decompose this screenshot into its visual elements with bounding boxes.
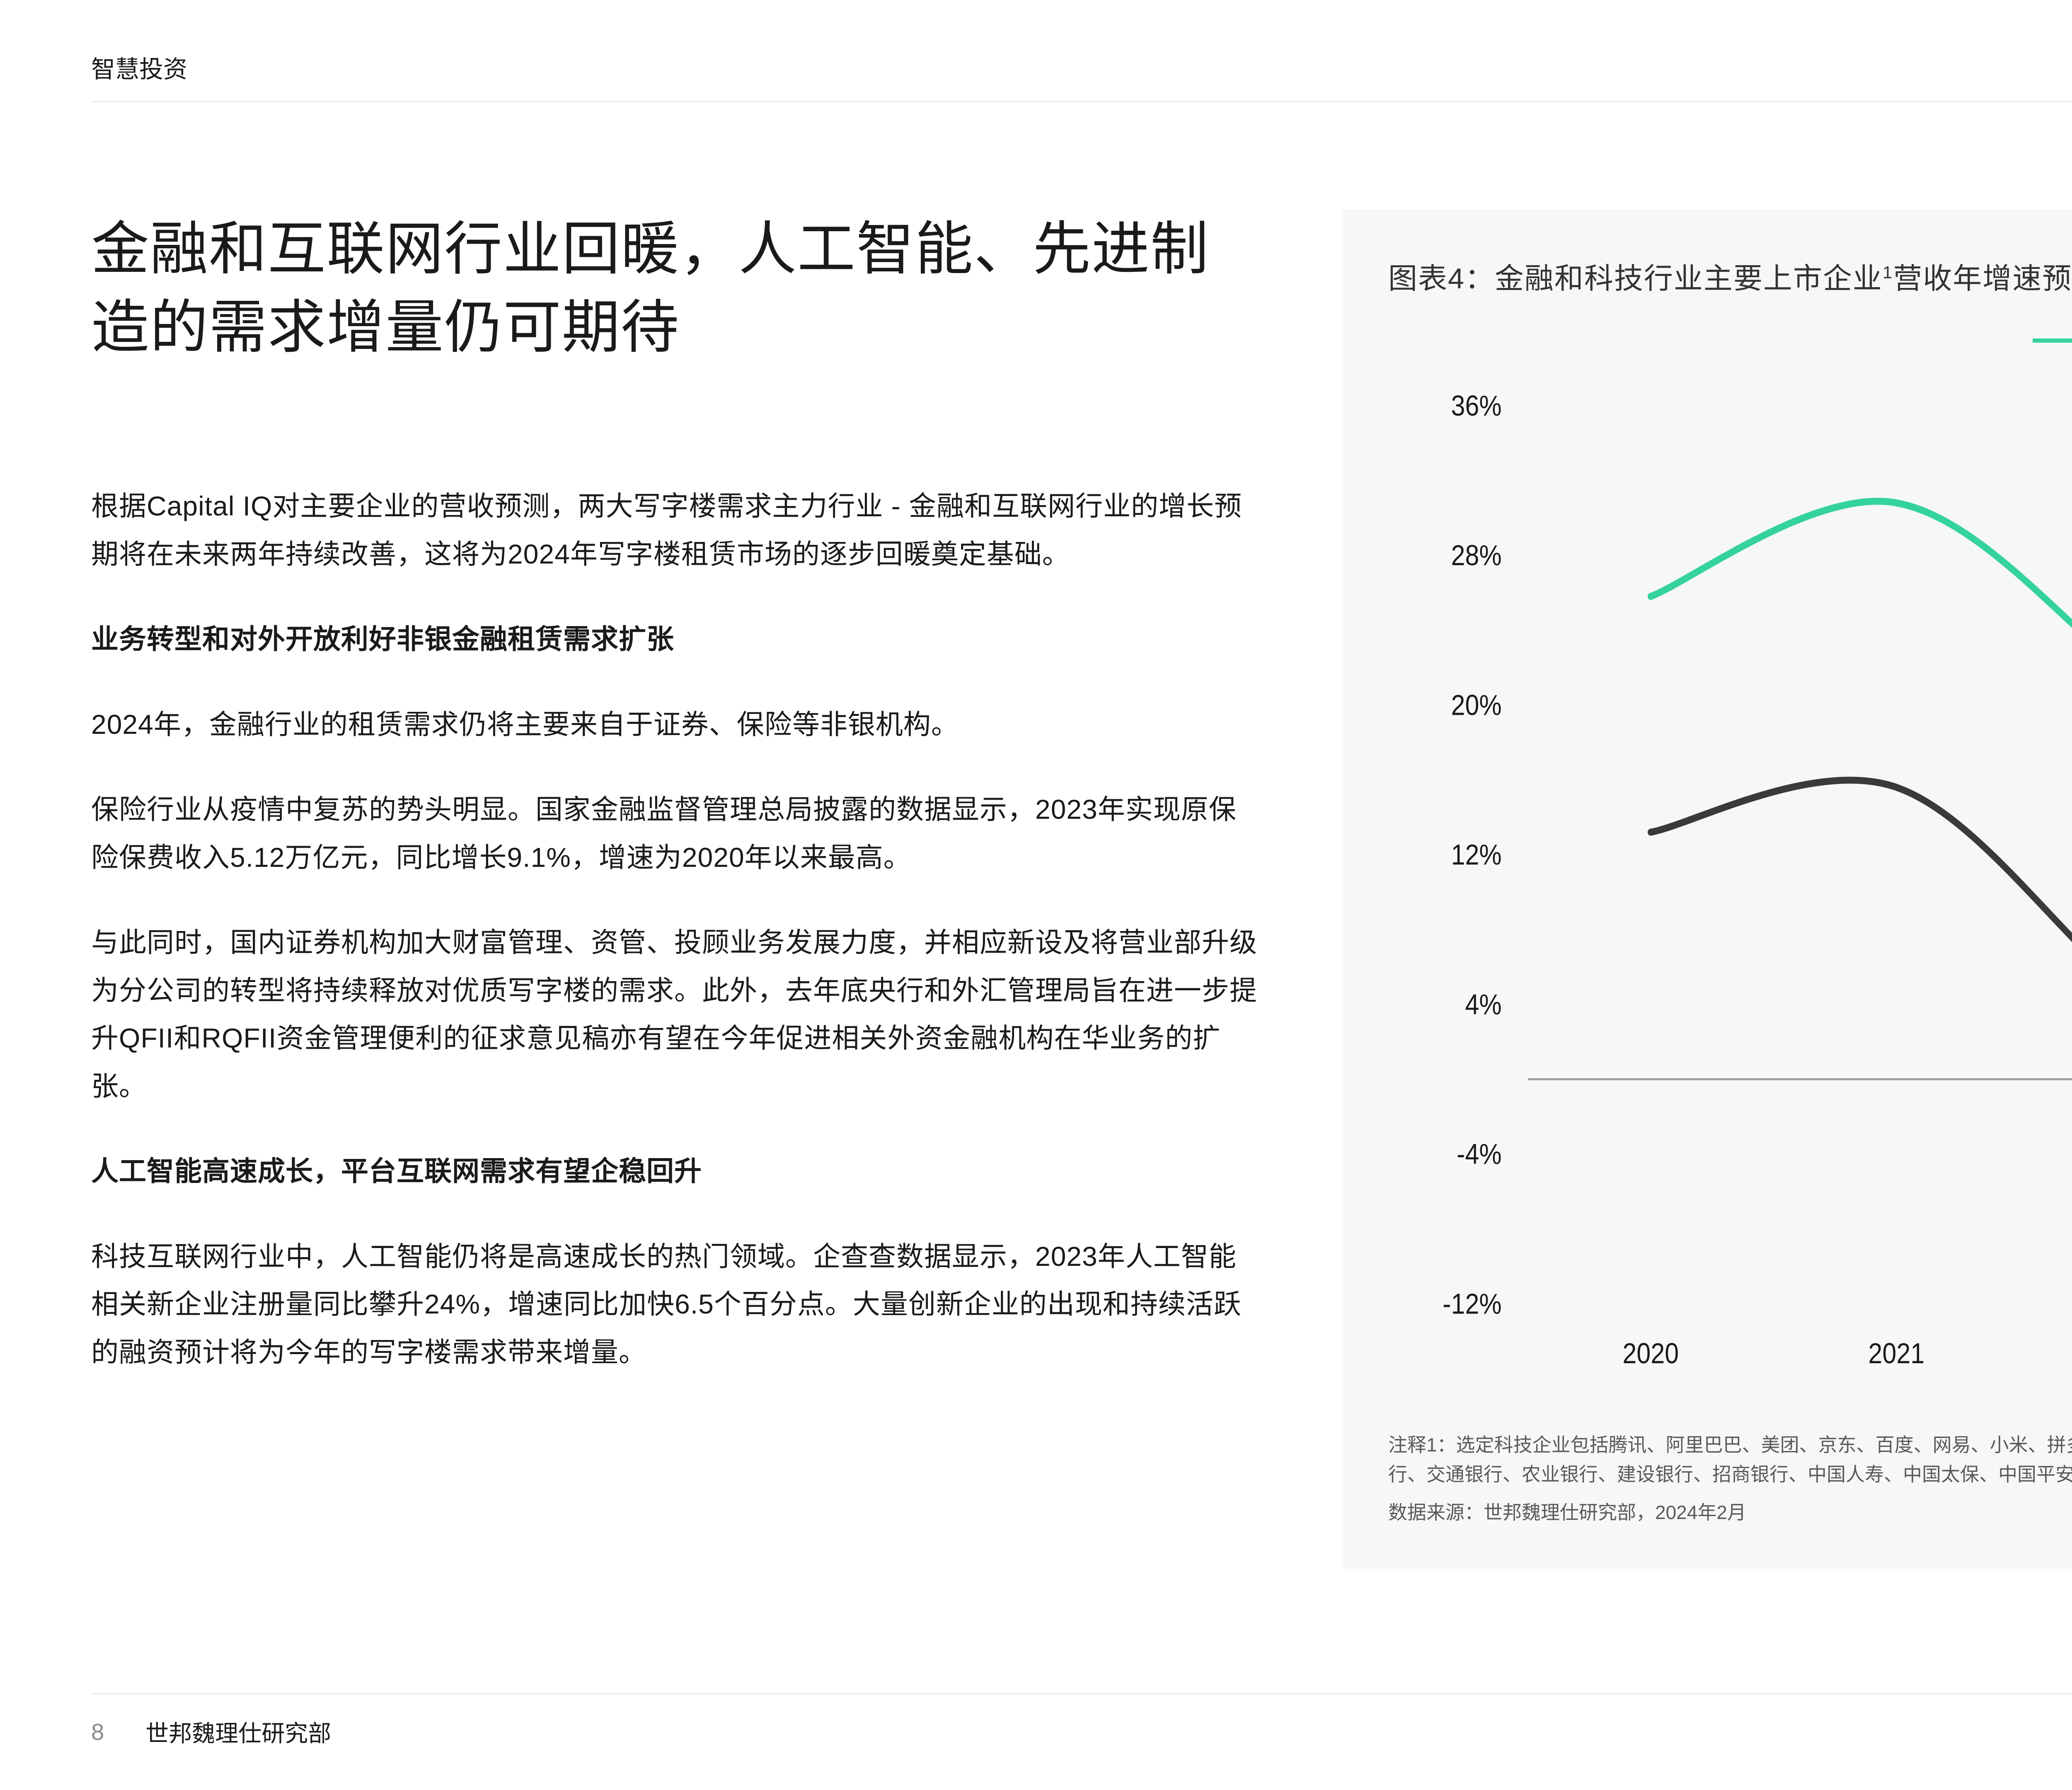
svg-text:2021: 2021 xyxy=(1868,1338,1924,1370)
svg-text:20%: 20% xyxy=(1451,689,1502,721)
paragraph-5: 科技互联网行业中，人工智能仍将是高速成长的热门领域。企查查数据显示，2023年人… xyxy=(91,1233,1260,1376)
chart-legend: 科技互联网 金融 xyxy=(1388,322,2072,359)
chart-title: 图表4：金融和科技行业主要上市企业1营收年增速预测 xyxy=(1388,255,2072,297)
left-column: 金融和互联网行业回暖，人工智能、先进制造的需求增量仍可期待 根据Capital … xyxy=(91,210,1260,1648)
main-content: 金融和互联网行业回暖，人工智能、先进制造的需求增量仍可期待 根据Capital … xyxy=(91,210,2072,1648)
svg-text:36%: 36% xyxy=(1451,389,1502,422)
right-column: 图表4：金融和科技行业主要上市企业1营收年增速预测 科技互联网 金融 -12% -… xyxy=(1343,210,2072,1648)
header-bar: 智慧投资 2024年中国房地产市场展望 xyxy=(91,50,2072,102)
paragraph-intro: 根据Capital IQ对主要企业的营收预测，两大写字楼需求主力行业 - 金融和… xyxy=(91,482,1260,578)
footnote-source: 数据来源：世邦魏理仕研究部，2024年2月 xyxy=(1388,1498,2072,1527)
footer-bar: 8 世邦魏理仕研究部 © 2024 CBRE, INC. xyxy=(91,1693,2072,1749)
svg-text:2020: 2020 xyxy=(1622,1338,1679,1370)
svg-text:-12%: -12% xyxy=(1443,1288,1501,1320)
page: 智慧投资 2024年中国房地产市场展望 金融和互联网行业回暖，人工智能、先进制造… xyxy=(0,0,2072,1790)
footnote-1: 注释1：选定科技企业包括腾讯、阿里巴巴、美团、京东、百度、网易、小米、拼多多和快… xyxy=(1388,1430,2072,1490)
chart-footnotes: 注释1：选定科技企业包括腾讯、阿里巴巴、美团、京东、百度、网易、小米、拼多多和快… xyxy=(1388,1430,2072,1536)
chart-card: 图表4：金融和科技行业主要上市企业1营收年增速预测 科技互联网 金融 -12% -… xyxy=(1343,210,2072,1569)
page-headline: 金融和互联网行业回暖，人工智能、先进制造的需求增量仍可期待 xyxy=(91,210,1260,366)
page-number: 8 xyxy=(91,1718,104,1745)
svg-text:-4%: -4% xyxy=(1457,1138,1502,1171)
subheading-2: 人工智能高速成长，平台互联网需求有望企稳回升 xyxy=(91,1147,1260,1195)
paragraph-2: 2024年，金融行业的租赁需求仍将主要来自于证券、保险等非银机构。 xyxy=(91,701,1260,749)
chart-title-suffix: 营收年增速预测 xyxy=(1893,262,2072,295)
legend-item-tech: 科技互联网 xyxy=(2033,322,2072,359)
footer-dept: 世邦魏理仕研究部 xyxy=(145,1715,331,1749)
svg-text:4%: 4% xyxy=(1465,988,1501,1021)
svg-text:12%: 12% xyxy=(1451,839,1502,871)
paragraph-4: 与此同时，国内证券机构加大财富管理、资管、投顾业务发展力度，并相应新设及将营业部… xyxy=(91,919,1260,1110)
chart-plot-area: -12%-4%4%12%20%28%36%2020202120222023202… xyxy=(1388,376,2072,1393)
chart-svg: -12%-4%4%12%20%28%36%2020202120222023202… xyxy=(1388,376,2072,1393)
legend-swatch-tech xyxy=(2033,339,2072,343)
paragraph-3: 保险行业从疫情中复苏的势头明显。国家金融监督管理总局披露的数据显示，2023年实… xyxy=(91,786,1260,881)
chart-title-prefix: 图表4：金融和科技行业主要上市企业 xyxy=(1388,262,1883,295)
header-left: 智慧投资 xyxy=(91,50,187,85)
chart-title-sup: 1 xyxy=(1883,263,1893,282)
subheading-1: 业务转型和对外开放利好非银金融租赁需求扩张 xyxy=(91,615,1260,663)
svg-text:28%: 28% xyxy=(1451,539,1502,571)
